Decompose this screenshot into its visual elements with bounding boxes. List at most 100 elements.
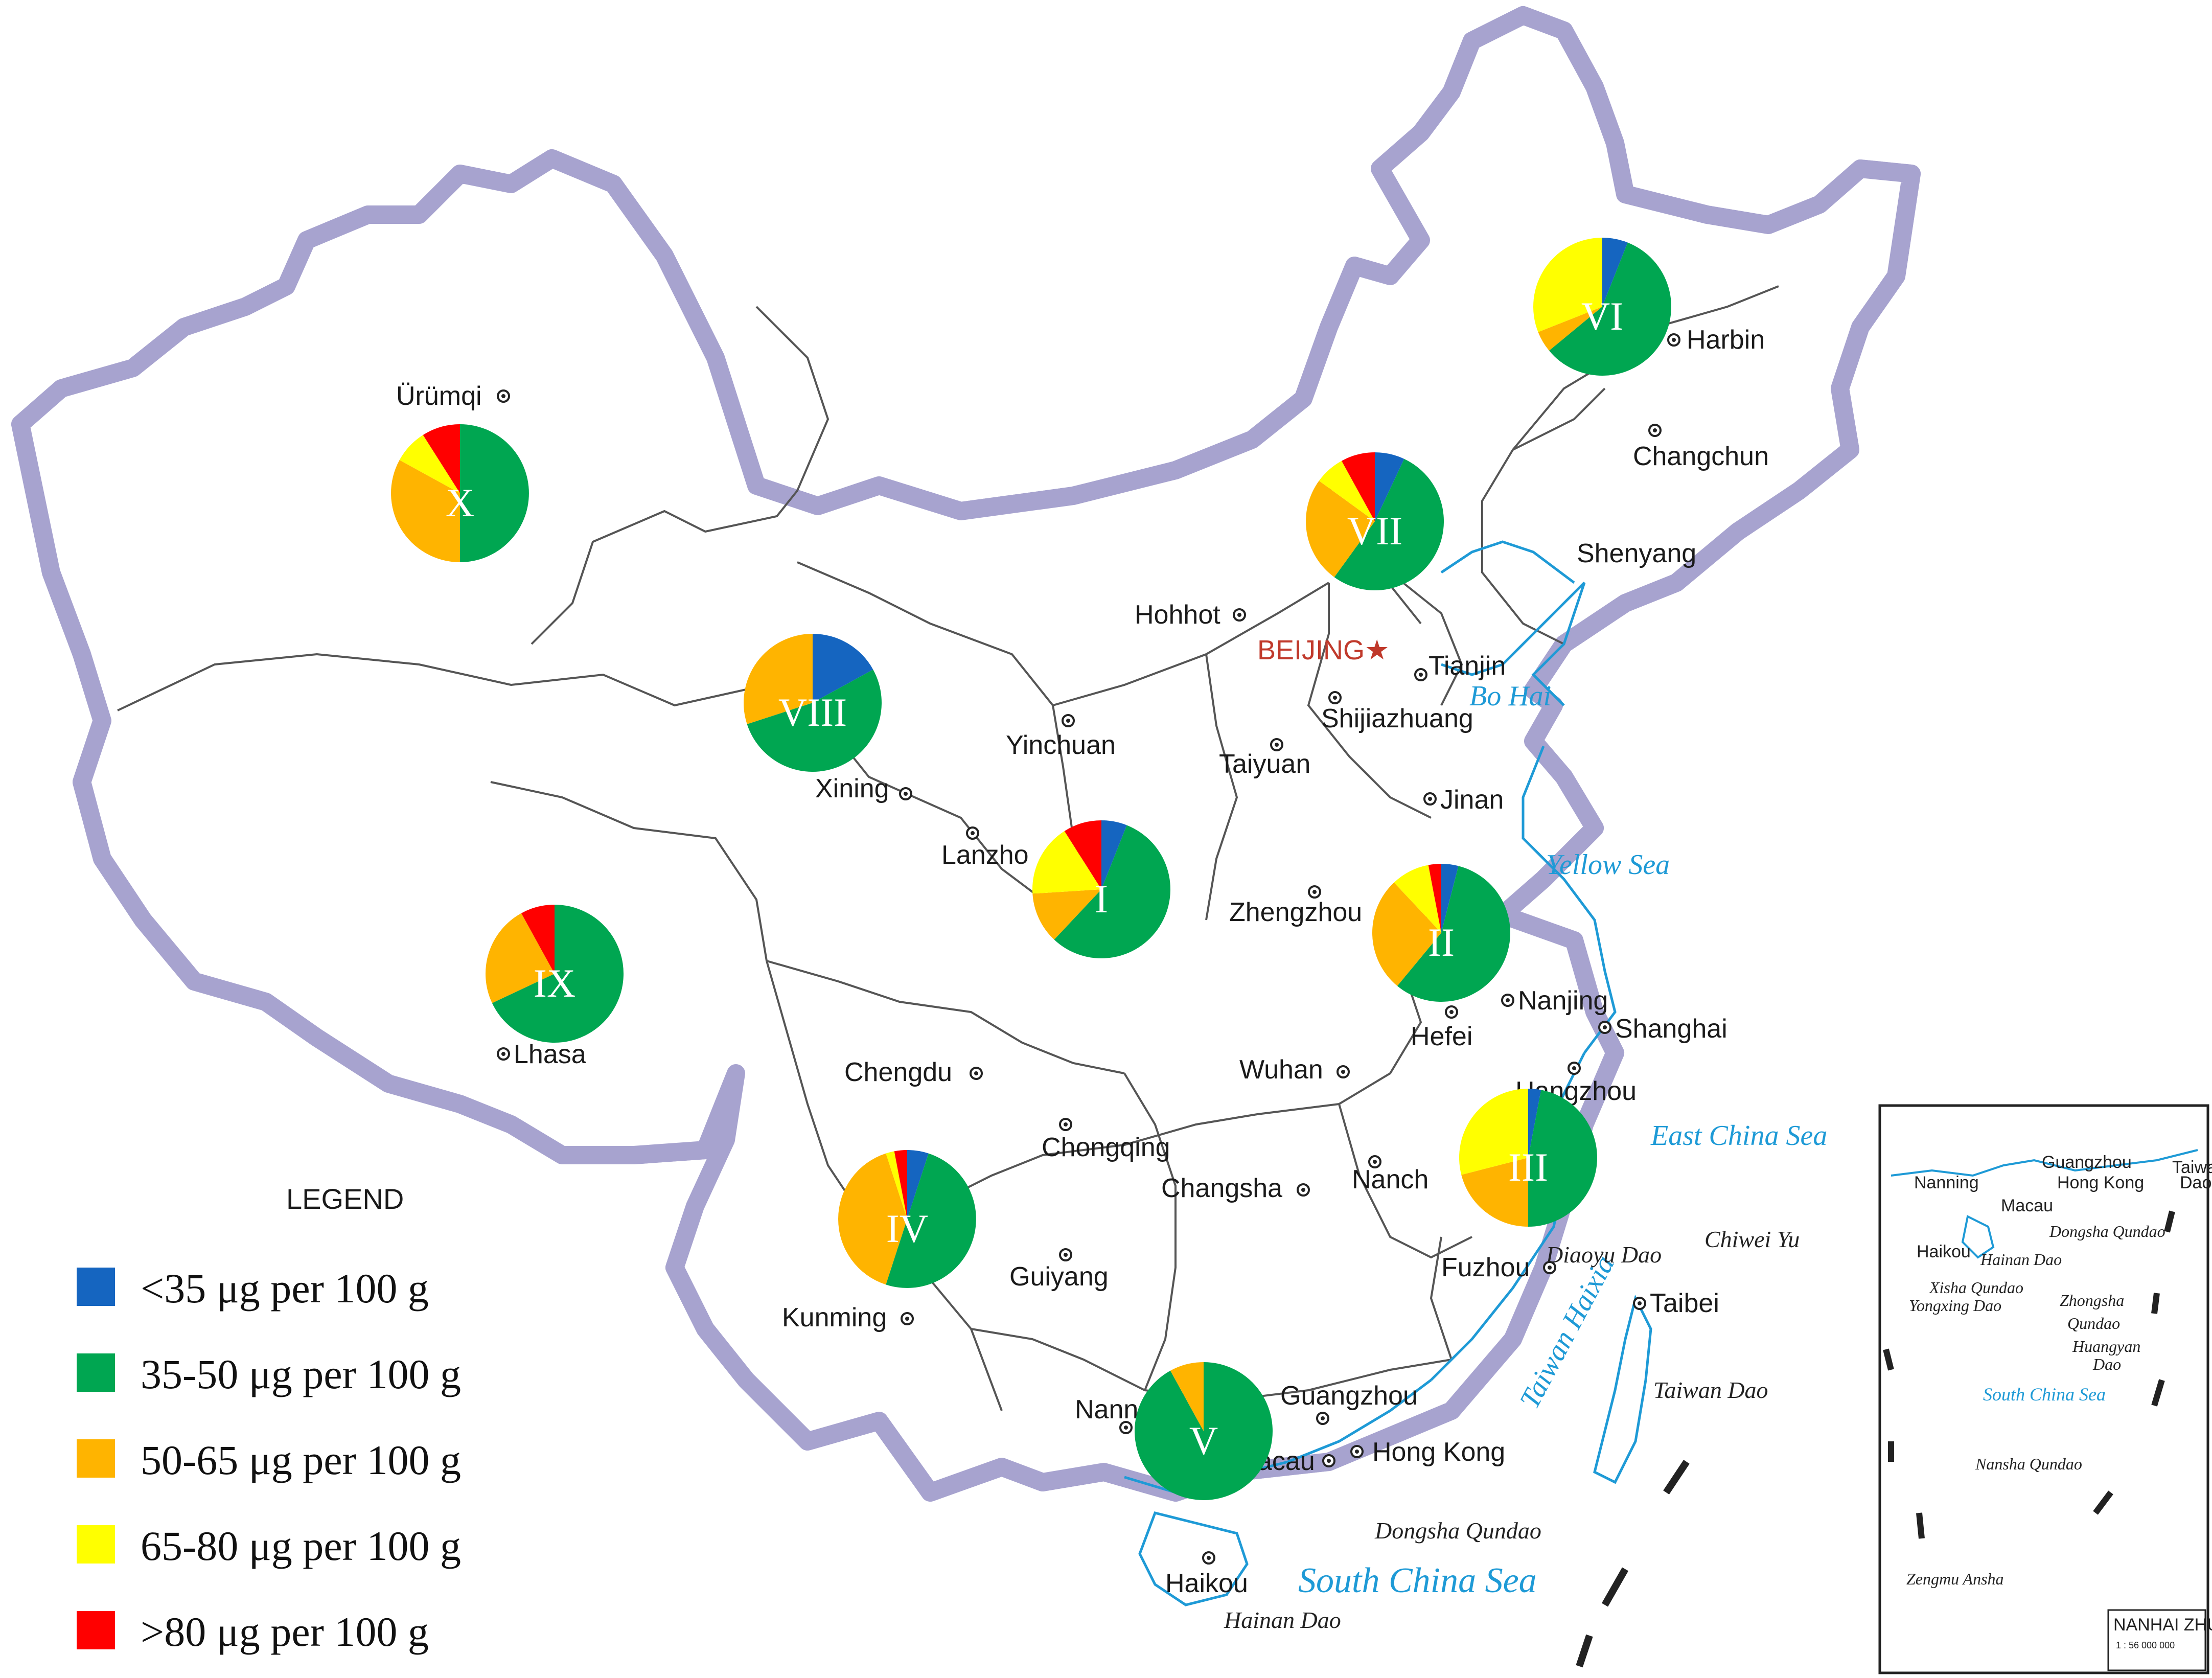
svg-text:Dongsha Qundao: Dongsha Qundao — [2049, 1222, 2165, 1240]
city-nanjing: Nanjing — [1501, 986, 1608, 1016]
svg-text:Ürümqi: Ürümqi — [396, 381, 482, 411]
pie-slice-x-2 — [391, 459, 460, 562]
pie-region-i: I — [1032, 820, 1170, 958]
country-outline — [11, 6, 1921, 1502]
svg-text:Taiwa: Taiwa — [2172, 1158, 2212, 1177]
svg-text:Lhasa: Lhasa — [514, 1040, 586, 1069]
pie-slice-ix-2 — [485, 913, 555, 1003]
svg-text:Hainan Dao: Hainan Dao — [1980, 1250, 2062, 1269]
pie-slice-iv-3 — [886, 1151, 907, 1219]
pie-region-vi: VI — [1533, 237, 1671, 376]
svg-text:Changsha: Changsha — [1161, 1174, 1282, 1203]
pie-slice-v-2 — [1170, 1362, 1204, 1431]
pie-slice-iii-2 — [1461, 1158, 1528, 1227]
city-wuhan: Wuhan — [1239, 1055, 1350, 1085]
svg-text:Wuhan: Wuhan — [1239, 1055, 1323, 1085]
svg-text:Huangyan: Huangyan — [2072, 1337, 2140, 1355]
legend: LEGEND <35 μg per 100 g 35-50 μg per 100 … — [77, 1183, 461, 1655]
svg-text:Taibei: Taibei — [1650, 1289, 1719, 1318]
city-harbin: Harbin — [1667, 325, 1765, 355]
svg-text:Hong Kong: Hong Kong — [2057, 1173, 2144, 1192]
pie-slice-iv-4 — [894, 1150, 907, 1219]
pie-slice-vii-4 — [1341, 452, 1375, 521]
legend-swatch-0 — [77, 1268, 115, 1306]
city-guiyang: Guiyang — [1009, 1248, 1109, 1292]
city-lhasa: Lhasa — [497, 1040, 586, 1069]
pie-slice-viii-2 — [744, 634, 813, 724]
svg-text:Jinan: Jinan — [1440, 785, 1504, 815]
pie-slice-ii-1 — [1397, 866, 1511, 1002]
svg-text:BEIJING★: BEIJING★ — [1257, 635, 1389, 665]
svg-text:Lanzho: Lanzho — [941, 840, 1029, 870]
island-hainan: Hainan Dao — [1224, 1607, 1341, 1633]
pie-label-i: I — [1095, 877, 1108, 921]
pie-slice-i-2 — [1032, 889, 1101, 940]
svg-text:Hong Kong: Hong Kong — [1372, 1437, 1505, 1467]
boundary-dashes — [1576, 1460, 1690, 1668]
svg-text:Chengdu: Chengdu — [844, 1058, 952, 1087]
svg-text:Hohhot: Hohhot — [1135, 600, 1220, 630]
pie-region-viii: VIII — [744, 634, 882, 772]
city-jinan: Jinan — [1423, 785, 1504, 815]
pie-label-iii: III — [1508, 1145, 1548, 1189]
sea-bohai: Bo Hai — [1469, 680, 1551, 712]
svg-text:South China Sea: South China Sea — [1983, 1384, 2106, 1405]
pie-label-v: V — [1189, 1418, 1218, 1463]
svg-text:Dao: Dao — [2180, 1173, 2211, 1192]
legend-label-1: 35-50 μg per 100 g — [141, 1351, 461, 1397]
legend-swatch-2 — [77, 1439, 115, 1478]
pie-label-viii: VIII — [778, 690, 847, 734]
island-diaoyu: Diaoyu Dao — [1546, 1242, 1662, 1268]
svg-text:Hefei: Hefei — [1411, 1022, 1472, 1051]
city-tianjin: Tianjin — [1414, 651, 1506, 681]
svg-text:Zengmu Ansha: Zengmu Ansha — [1906, 1570, 2004, 1588]
pie-region-iv: IV — [838, 1150, 976, 1288]
svg-text:Zhongsha: Zhongsha — [2060, 1291, 2124, 1309]
svg-text:Nansha Qundao: Nansha Qundao — [1975, 1455, 2082, 1473]
legend-swatch-4 — [77, 1611, 115, 1649]
city-shijiazhuang: Shijiazhuang — [1321, 691, 1473, 733]
svg-text:Shijiazhuang: Shijiazhuang — [1321, 704, 1473, 733]
svg-text:NANHAI ZHUDAO: NANHAI ZHUDAO — [2113, 1615, 2212, 1635]
pie-slice-i-4 — [1064, 820, 1101, 889]
city-changchun: Changchun — [1633, 424, 1769, 471]
svg-text:Harbin: Harbin — [1687, 325, 1765, 355]
pie-region-vii: VII — [1305, 452, 1444, 590]
city-taibei: Taibei — [1633, 1289, 1719, 1318]
city-chengdu: Chengdu — [844, 1058, 983, 1087]
pie-slice-vii-2 — [1305, 480, 1375, 578]
pie-region-x: X — [391, 424, 529, 562]
pie-slice-vi-0 — [1602, 238, 1628, 307]
svg-text:Dao: Dao — [2092, 1355, 2121, 1373]
pie-slice-ix-4 — [521, 905, 555, 974]
svg-text:Haikou: Haikou — [1917, 1242, 1971, 1261]
pie-region-ix: IX — [485, 905, 624, 1043]
svg-text:Fuzhou: Fuzhou — [1441, 1253, 1530, 1282]
svg-text:Yongxing Dao: Yongxing Dao — [1909, 1296, 2001, 1315]
legend-label-3: 65-80 μg per 100 g — [141, 1523, 461, 1569]
pie-slice-iii-1 — [1528, 1090, 1597, 1227]
pie-slice-ii-2 — [1372, 882, 1441, 986]
pie-slice-vi-3 — [1533, 237, 1602, 332]
city-guangzhou: Guangzhou — [1280, 1381, 1418, 1425]
svg-text:Guangzhou: Guangzhou — [2042, 1153, 2132, 1172]
svg-text:Nanch: Nanch — [1352, 1165, 1428, 1194]
city-markers: Ürümqi Harbin Changchun Shenyang Hohhot … — [396, 325, 1769, 1598]
legend-swatch-3 — [77, 1525, 115, 1564]
svg-text:Nann: Nann — [1075, 1395, 1138, 1424]
pie-slice-iv-2 — [838, 1153, 907, 1285]
pie-slice-viii-1 — [747, 669, 882, 772]
city-chongqing: Chongqing — [1042, 1118, 1170, 1162]
island-taiwan: Taiwan Dao — [1653, 1377, 1768, 1403]
pie-slice-x-3 — [399, 435, 460, 493]
city-hefei: Hefei — [1411, 1005, 1472, 1051]
legend-label-2: 50-65 μg per 100 g — [141, 1437, 461, 1483]
island-labels: Diaoyu Dao Chiwei Yu Taiwan Dao Dongsha … — [1224, 1226, 1800, 1633]
city-yinchuan: Yinchuan — [1006, 714, 1116, 760]
island-dongsha: Dongsha Qundao — [1374, 1518, 1541, 1544]
pie-slice-iii-3 — [1459, 1089, 1528, 1175]
sea-southchina: South China Sea — [1298, 1561, 1537, 1600]
city-taiyuan: Taiyuan — [1219, 738, 1310, 779]
city-nanning: Nann — [1075, 1395, 1138, 1434]
svg-text:Yinchuan: Yinchuan — [1006, 730, 1116, 760]
